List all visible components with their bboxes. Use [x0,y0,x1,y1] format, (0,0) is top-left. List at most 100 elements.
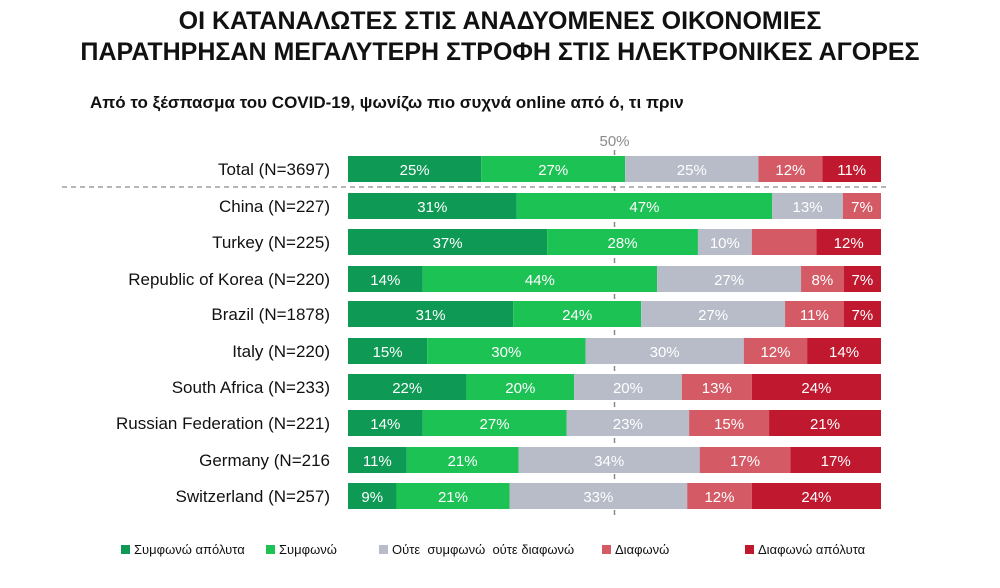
bar-segment [772,193,843,219]
bar-segment [348,483,397,509]
bar-segment [348,193,517,219]
data-label: 14% [829,344,859,361]
bar-segment [509,483,688,509]
data-label: 10% [710,235,740,252]
legend-item: Διαφωνώ απόλυτα [745,542,865,557]
category-label: South Africa (N=233) [172,378,330,397]
bar-segment [687,483,752,509]
data-label: 8% [812,272,834,289]
bar-segment [406,447,519,473]
data-label: 25% [677,162,707,179]
data-label: 7% [851,199,873,216]
bar-segment [843,266,881,292]
data-label: 7% [852,272,874,289]
bar-segment [801,266,844,292]
bar-segment [751,229,817,255]
bar-segment [751,374,881,400]
bar-segment [566,410,690,436]
legend-label: Συμφωνώ απόλυτα [134,542,245,557]
bar-segment [348,338,428,364]
data-label: 25% [400,162,430,179]
bar-segment [689,410,770,436]
data-label: 13% [702,380,732,397]
data-label: 44% [525,272,555,289]
data-label: 20% [505,380,535,397]
legend-swatch [121,545,130,554]
bar-segment [807,338,881,364]
data-label: 24% [801,489,831,506]
legend-swatch [602,545,611,554]
legend-swatch [266,545,275,554]
category-label: Total (N=3697) [218,160,330,179]
bar-segment [348,410,423,436]
data-label: 20% [613,380,643,397]
legend-swatch [745,545,754,554]
bar-segment [427,338,586,364]
bar-segment [697,229,752,255]
bar-segment [348,374,467,400]
bar-segment [785,301,844,327]
chart-legend: Συμφωνώ απόλυτα Συμφωνώ Ούτε συμφωνώ ούτε … [0,538,1000,562]
bar-segment [348,156,482,182]
legend-label: Διαφωνώ απόλυτα [758,542,866,557]
data-label: 21% [810,416,840,433]
bar-segment [516,193,773,219]
category-label: Brazil (N=1878) [211,305,330,324]
data-label: 12% [760,344,790,361]
category-label: Switzerland (N=257) [176,487,331,506]
bar-segment [348,229,548,255]
bar-segment [822,156,881,182]
category-label: Republic of Korea (N=220) [128,270,330,289]
data-label: 15% [714,416,744,433]
data-label: 31% [416,307,446,324]
data-label: 27% [698,307,728,324]
bar-segment [348,301,514,327]
data-label: 12% [704,489,734,506]
data-label: 24% [562,307,592,324]
data-label: 9% [361,489,383,506]
category-label: China (N=227) [219,197,330,216]
data-label: 31% [417,199,447,216]
data-label: 11% [363,453,392,470]
data-label: 21% [448,453,478,470]
data-label: 24% [801,380,831,397]
data-label: 23% [613,416,643,433]
bar-segment [758,156,823,182]
data-label: 27% [714,272,744,289]
chart-subtitle: Από το ξέσπασμα του COVID-19, ψωνίζω πιο… [90,93,684,112]
data-label: 11% [837,162,866,179]
bar-segment [743,338,808,364]
data-label: 12% [834,235,864,252]
legend-label: Ούτε συμφωνώ ούτε διαφωνώ [392,542,575,557]
data-label: 28% [608,235,638,252]
bar-segment [481,156,626,182]
data-label: 11% [800,307,829,324]
legend-item: Διαφωνώ [602,542,669,557]
category-label: Russian Federation (N=221) [116,414,330,433]
data-label: 15% [373,344,403,361]
bar-segment [348,266,423,292]
bar-segment [585,338,744,364]
data-label: 30% [650,344,680,361]
bar-segment [547,229,698,255]
legend-item: Συμφωνώ [266,542,337,557]
data-label: 17% [730,453,760,470]
bar-segment [769,410,881,436]
data-label: 7% [852,307,874,324]
data-label: 30% [491,344,521,361]
legend-label: Διαφωνώ [615,542,670,557]
bar-segment [422,410,567,436]
data-label: 37% [433,235,463,252]
bar-segment [422,266,658,292]
title-line-2: ΠΑΡΑΤΗΡΗΣΑΝ ΜΕΓΑΛΥΤΕΡΗ ΣΤΡΟΦΗ ΣΤΙΣ ΗΛΕΚΤ… [80,38,920,66]
legend-item: Συμφωνώ απόλυτα [121,542,245,557]
bar-segment [843,301,881,327]
legend-label: Συμφωνώ [279,542,337,557]
bar-segment [466,374,575,400]
data-label: 33% [583,489,613,506]
legend-swatch [379,545,388,554]
bar-segment [574,374,682,400]
data-label: 27% [480,416,510,433]
data-label: 47% [629,199,659,216]
